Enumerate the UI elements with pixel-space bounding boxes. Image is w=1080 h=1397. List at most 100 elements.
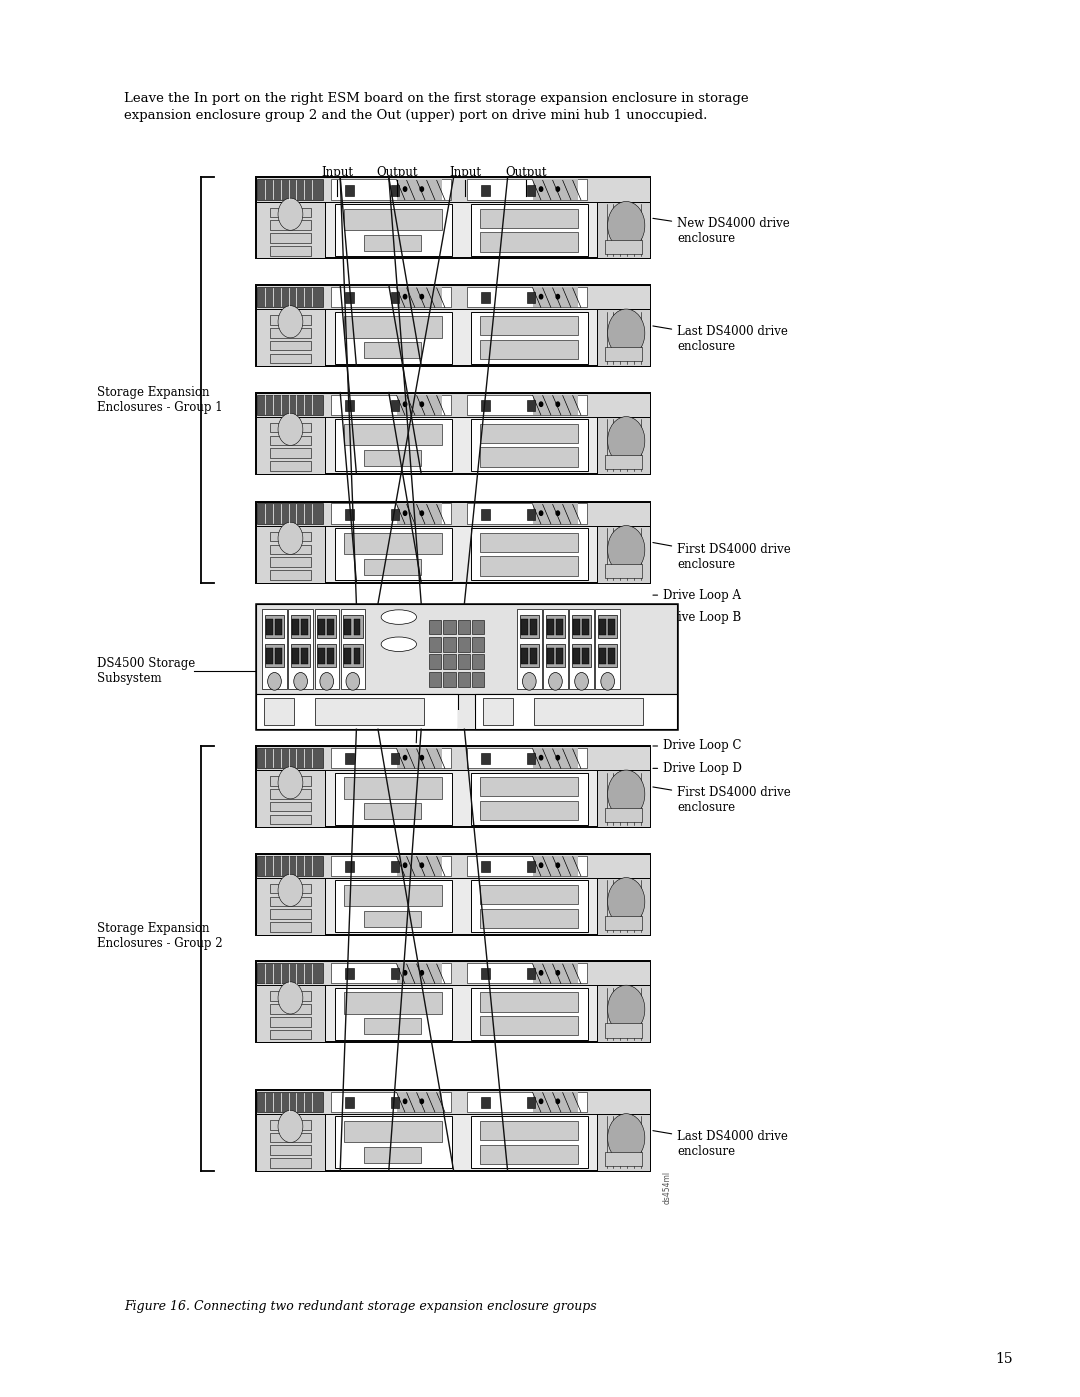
Bar	[270, 341, 311, 351]
Bar	[396, 286, 442, 307]
Text: First DS4000 drive
enclosure: First DS4000 drive enclosure	[653, 787, 791, 814]
Bar	[605, 809, 643, 823]
Bar	[265, 698, 294, 725]
Bar	[270, 814, 311, 824]
Bar	[521, 648, 528, 664]
Bar	[573, 648, 580, 664]
Bar	[396, 503, 442, 524]
Bar	[345, 992, 443, 1014]
Bar	[444, 620, 456, 634]
Bar	[467, 179, 586, 200]
Bar	[301, 619, 308, 636]
Bar	[396, 855, 442, 876]
Bar	[396, 179, 442, 200]
Circle shape	[403, 402, 407, 407]
Bar	[256, 746, 650, 770]
Circle shape	[523, 672, 536, 690]
Bar	[543, 609, 568, 689]
Bar	[546, 648, 554, 664]
Bar	[270, 1017, 311, 1027]
Bar	[444, 655, 456, 669]
Bar	[364, 803, 421, 819]
Bar	[471, 988, 588, 1039]
Bar	[391, 968, 400, 979]
Bar	[270, 221, 311, 231]
Ellipse shape	[381, 610, 417, 624]
Bar	[330, 286, 450, 307]
Bar	[597, 877, 650, 935]
Bar	[532, 1091, 578, 1112]
Bar	[330, 747, 450, 768]
Text: First DS4000 drive
enclosure: First DS4000 drive enclosure	[653, 542, 791, 571]
Bar	[582, 648, 589, 664]
Bar	[569, 609, 594, 689]
Bar	[391, 861, 400, 872]
Bar	[256, 177, 650, 201]
Bar	[571, 644, 592, 666]
Bar	[346, 968, 353, 979]
Bar	[257, 747, 323, 768]
Bar	[346, 184, 353, 196]
Bar	[270, 532, 311, 542]
Bar	[517, 609, 541, 689]
Bar	[270, 1030, 311, 1039]
Bar	[532, 963, 578, 983]
Bar	[291, 615, 310, 638]
Bar	[605, 455, 643, 469]
Bar	[257, 394, 323, 415]
Circle shape	[575, 672, 589, 690]
Circle shape	[608, 309, 645, 358]
Bar	[599, 648, 606, 664]
Bar	[270, 909, 311, 919]
Bar	[458, 655, 470, 669]
Circle shape	[403, 756, 407, 760]
Bar	[327, 619, 335, 636]
Bar	[256, 525, 325, 583]
Bar	[532, 394, 578, 415]
Bar	[532, 855, 578, 876]
Circle shape	[420, 756, 423, 760]
Bar	[319, 619, 325, 636]
Circle shape	[278, 875, 302, 907]
Bar	[527, 509, 536, 520]
Bar	[530, 619, 537, 636]
Bar	[270, 922, 311, 932]
Bar	[270, 208, 311, 218]
Circle shape	[278, 982, 302, 1014]
Bar	[444, 637, 456, 652]
Bar	[315, 698, 424, 725]
Bar	[364, 559, 421, 574]
Bar	[275, 648, 282, 664]
Bar	[288, 609, 313, 689]
Bar	[482, 292, 489, 303]
Bar	[458, 710, 475, 729]
Bar	[472, 655, 484, 669]
Bar	[270, 1120, 311, 1130]
Bar	[482, 861, 489, 872]
Circle shape	[420, 187, 423, 191]
Circle shape	[420, 1099, 423, 1104]
Bar	[429, 672, 442, 687]
Bar	[471, 204, 588, 256]
Bar	[597, 985, 650, 1042]
Bar	[257, 1091, 323, 1112]
Circle shape	[556, 1099, 559, 1104]
Bar	[345, 208, 443, 231]
Bar	[256, 285, 650, 366]
Bar	[481, 992, 579, 1011]
Circle shape	[420, 295, 423, 299]
Bar	[458, 620, 470, 634]
Bar	[527, 968, 536, 979]
Circle shape	[539, 863, 543, 868]
Bar	[391, 400, 400, 411]
Bar	[291, 644, 310, 666]
Bar	[527, 400, 536, 411]
Bar	[364, 450, 421, 465]
Bar	[270, 557, 311, 567]
Bar	[527, 861, 536, 872]
Bar	[319, 648, 325, 664]
Circle shape	[278, 198, 302, 231]
Bar	[471, 1116, 588, 1168]
Bar	[266, 648, 273, 664]
Circle shape	[539, 1099, 543, 1104]
